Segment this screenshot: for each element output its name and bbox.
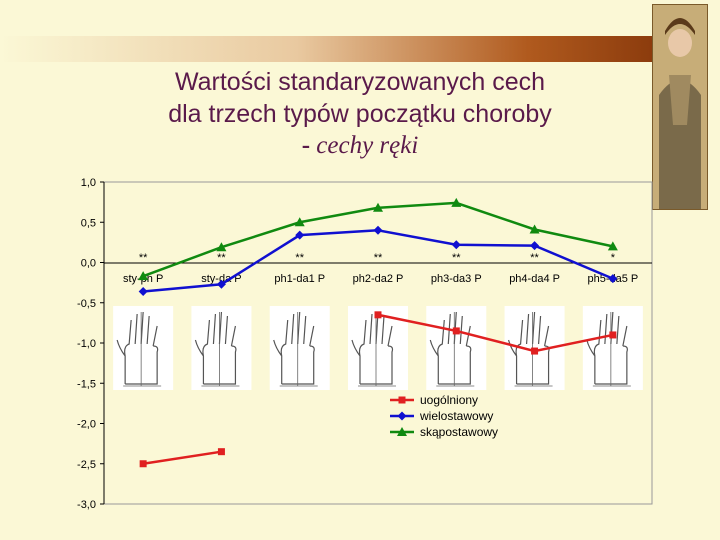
legend-item: skąpostawowy <box>390 425 498 439</box>
data-point-square <box>217 448 225 456</box>
data-point-diamond <box>216 279 226 289</box>
data-point-triangle <box>294 217 305 227</box>
y-tick-label: -2,5 <box>77 459 96 471</box>
legend-label: skąpostawowy <box>420 425 498 439</box>
data-point-triangle <box>373 202 383 212</box>
x-category-label: ph2-da2 P <box>353 273 404 285</box>
series-triangle <box>138 197 618 281</box>
data-point-square <box>139 460 147 468</box>
chart-title: Wartości standaryzowanych cech dla trzec… <box>60 66 660 162</box>
significance-marker: ** <box>452 252 461 264</box>
significance-marker: ** <box>295 252 304 264</box>
significance-marker: * <box>611 252 616 264</box>
hand-icon <box>113 306 174 390</box>
y-tick-label: 1,0 <box>81 177 96 189</box>
data-point-triangle <box>607 241 618 251</box>
decorative-band <box>0 36 660 62</box>
hand-icon <box>582 306 643 390</box>
title-dash: - <box>301 132 311 159</box>
hand-icon <box>191 306 252 390</box>
title-line-3: - cechy ręki <box>60 130 660 162</box>
y-tick-label: 0,0 <box>81 258 96 270</box>
legend-item: wielostawowy <box>390 409 493 423</box>
data-point-triangle <box>529 224 540 234</box>
y-tick-label: -1,5 <box>77 378 96 390</box>
data-point-square <box>452 327 460 335</box>
series-line <box>377 313 614 353</box>
data-point-triangle <box>397 427 407 436</box>
title-line-2: dla trzech typów początku choroby <box>168 100 552 128</box>
hand-icon <box>269 306 330 390</box>
x-category-label: sty-da P <box>201 273 241 285</box>
significance-marker: ** <box>139 252 148 264</box>
data-point-diamond <box>138 286 148 296</box>
legend-label: uogólniony <box>420 393 478 407</box>
title-line-1: Wartości standaryzowanych cech <box>174 68 546 96</box>
x-category-label: ph3-da3 P <box>431 273 482 285</box>
portrait-image <box>652 4 708 210</box>
legend-label: wielostawowy <box>419 409 493 423</box>
data-point-triangle <box>216 242 227 252</box>
data-point-diamond <box>397 411 407 421</box>
significance-marker: ** <box>217 252 226 264</box>
y-tick-label: -3,0 <box>77 499 96 511</box>
series-line <box>142 450 222 465</box>
legend-item: uogólniony <box>390 393 478 407</box>
y-tick-label: -2,0 <box>77 419 96 431</box>
data-point-square <box>398 396 406 404</box>
y-tick-label: -0,5 <box>77 298 96 310</box>
x-category-label: ph4-da4 P <box>509 273 560 285</box>
data-point-diamond <box>295 230 305 240</box>
y-tick-label: 0,5 <box>81 217 96 229</box>
title-subtitle: cechy ręki <box>310 132 419 159</box>
significance-marker: ** <box>374 252 383 264</box>
data-point-triangle <box>138 271 149 281</box>
data-point-square <box>531 347 539 355</box>
x-category-label: ph1-da1 P <box>274 273 325 285</box>
data-point-diamond <box>451 240 461 250</box>
data-point-diamond <box>530 241 540 251</box>
series-line <box>142 201 614 278</box>
hand-icon <box>426 306 487 390</box>
significance-marker: ** <box>530 252 539 264</box>
series-diamond <box>138 225 618 296</box>
data-point-triangle <box>451 197 462 207</box>
series-square <box>139 311 617 468</box>
y-tick-label: -1,0 <box>77 338 96 350</box>
data-point-square <box>609 331 617 339</box>
data-point-diamond <box>608 274 618 284</box>
data-point-square <box>374 311 382 319</box>
data-point-diamond <box>373 225 383 235</box>
